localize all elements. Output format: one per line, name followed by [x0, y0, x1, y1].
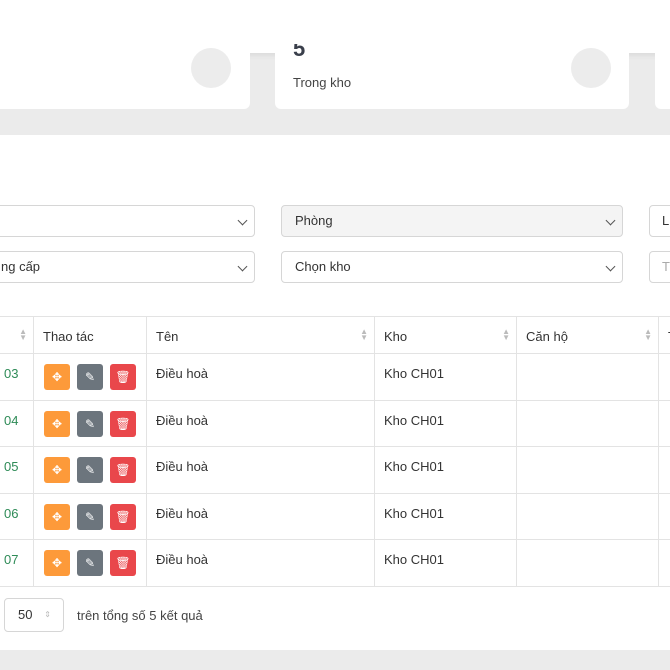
- delete-button[interactable]: 🗑: [110, 550, 136, 576]
- move-button[interactable]: ✥: [44, 364, 70, 390]
- stat-label: Trong kho: [293, 75, 352, 90]
- extra-cell: [659, 401, 670, 447]
- search-input[interactable]: T: [649, 251, 670, 283]
- extra-cell: [659, 540, 670, 587]
- delete-button[interactable]: 🗑: [110, 457, 136, 483]
- name-cell: Điều hoà: [147, 447, 375, 494]
- extra-cell: [659, 447, 670, 494]
- column-header[interactable]: Căn hộ ▲ ▼: [517, 317, 659, 354]
- select[interactable]: Phòng: [281, 205, 623, 237]
- name-cell: Điều hoà: [147, 400, 375, 447]
- move-button[interactable]: ✥: [44, 410, 70, 437]
- select[interactable]: Chọn kho: [281, 251, 623, 283]
- select[interactable]: ng cấp: [0, 251, 255, 283]
- stat-value: 5: [293, 44, 306, 58]
- extra-cell: [659, 494, 670, 540]
- move-button[interactable]: ✥: [44, 457, 70, 483]
- stat-card: 5 Trong kho: [275, 40, 629, 109]
- placeholder: T: [662, 259, 670, 274]
- select-text: Phòng: [295, 213, 333, 228]
- delete-button[interactable]: 🗑: [110, 364, 136, 390]
- column-header[interactable]: T: [659, 317, 670, 354]
- apartment-cell: [517, 400, 659, 447]
- actions-cell: ✥ ✎ 🗑: [34, 540, 147, 587]
- actions-cell: ✥ ✎ 🗑: [34, 400, 147, 447]
- actions-cell: ✥ ✎ 🗑: [34, 493, 147, 540]
- column-header[interactable]: Tên ▲ ▼: [147, 317, 375, 354]
- edit-button[interactable]: ✎: [77, 503, 103, 530]
- apartment-cell: [517, 540, 659, 587]
- card-icon: [571, 48, 611, 88]
- edit-button[interactable]: ✎: [77, 550, 103, 576]
- warehouse-cell: Kho CH01: [375, 400, 517, 447]
- code-cell[interactable]: 04: [0, 400, 34, 447]
- warehouse-cell: Kho CH01: [375, 354, 517, 401]
- delete-button[interactable]: 🗑: [110, 503, 136, 530]
- code-cell[interactable]: 05: [0, 447, 34, 494]
- sort-icon[interactable]: ▲ ▼: [19, 327, 27, 342]
- move-button[interactable]: ✥: [44, 503, 70, 530]
- page-size-select[interactable]: 50 ⇕: [4, 598, 64, 632]
- column-header[interactable]: ▲ ▼: [0, 317, 34, 354]
- select-text: L: [662, 213, 670, 228]
- code-cell[interactable]: 06: [0, 493, 34, 540]
- select[interactable]: [0, 205, 255, 237]
- code-cell[interactable]: 03: [0, 354, 34, 401]
- edit-button[interactable]: ✎: [77, 364, 103, 390]
- page-size: 50: [18, 607, 33, 622]
- move-button[interactable]: ✥: [44, 550, 70, 576]
- edit-button[interactable]: ✎: [77, 457, 103, 483]
- apartment-cell: [517, 354, 659, 401]
- extra-cell: [659, 354, 670, 401]
- sort-icon[interactable]: ▲ ▼: [502, 327, 510, 342]
- select[interactable]: L: [649, 205, 670, 237]
- sort-icon[interactable]: ▲ ▼: [360, 327, 368, 342]
- column-header: Thao tác: [34, 317, 147, 354]
- actions-cell: ✥ ✎ 🗑: [34, 447, 147, 494]
- name-cell: Điều hoà: [147, 540, 375, 587]
- edit-button[interactable]: ✎: [77, 410, 103, 437]
- select-text: ng cấp: [1, 259, 41, 274]
- sort-icon[interactable]: ▲ ▼: [644, 327, 652, 342]
- select-text: Chọn kho: [295, 259, 351, 274]
- name-cell: Điều hoà: [147, 354, 375, 401]
- actions-cell: ✥ ✎ 🗑: [34, 354, 147, 401]
- card-icon: [191, 48, 231, 88]
- panel: Phòng L ng cấp Chọn kho T ▲ ▼ Thao tác Tên ▲…: [0, 135, 670, 650]
- name-cell: Điều hoà: [147, 493, 375, 540]
- stat-card: [0, 40, 250, 109]
- code-cell[interactable]: 07: [0, 540, 34, 587]
- warehouse-cell: Kho CH01: [375, 493, 517, 540]
- warehouse-cell: Kho CH01: [375, 447, 517, 494]
- delete-button[interactable]: 🗑: [110, 410, 136, 437]
- warehouse-cell: Kho CH01: [375, 540, 517, 587]
- column-header[interactable]: Kho ▲ ▼: [375, 317, 517, 354]
- apartment-cell: [517, 493, 659, 540]
- pagination-summary: trên tổng số 5 kết quả: [77, 608, 203, 623]
- stat-card: [655, 40, 670, 109]
- apartment-cell: [517, 447, 659, 494]
